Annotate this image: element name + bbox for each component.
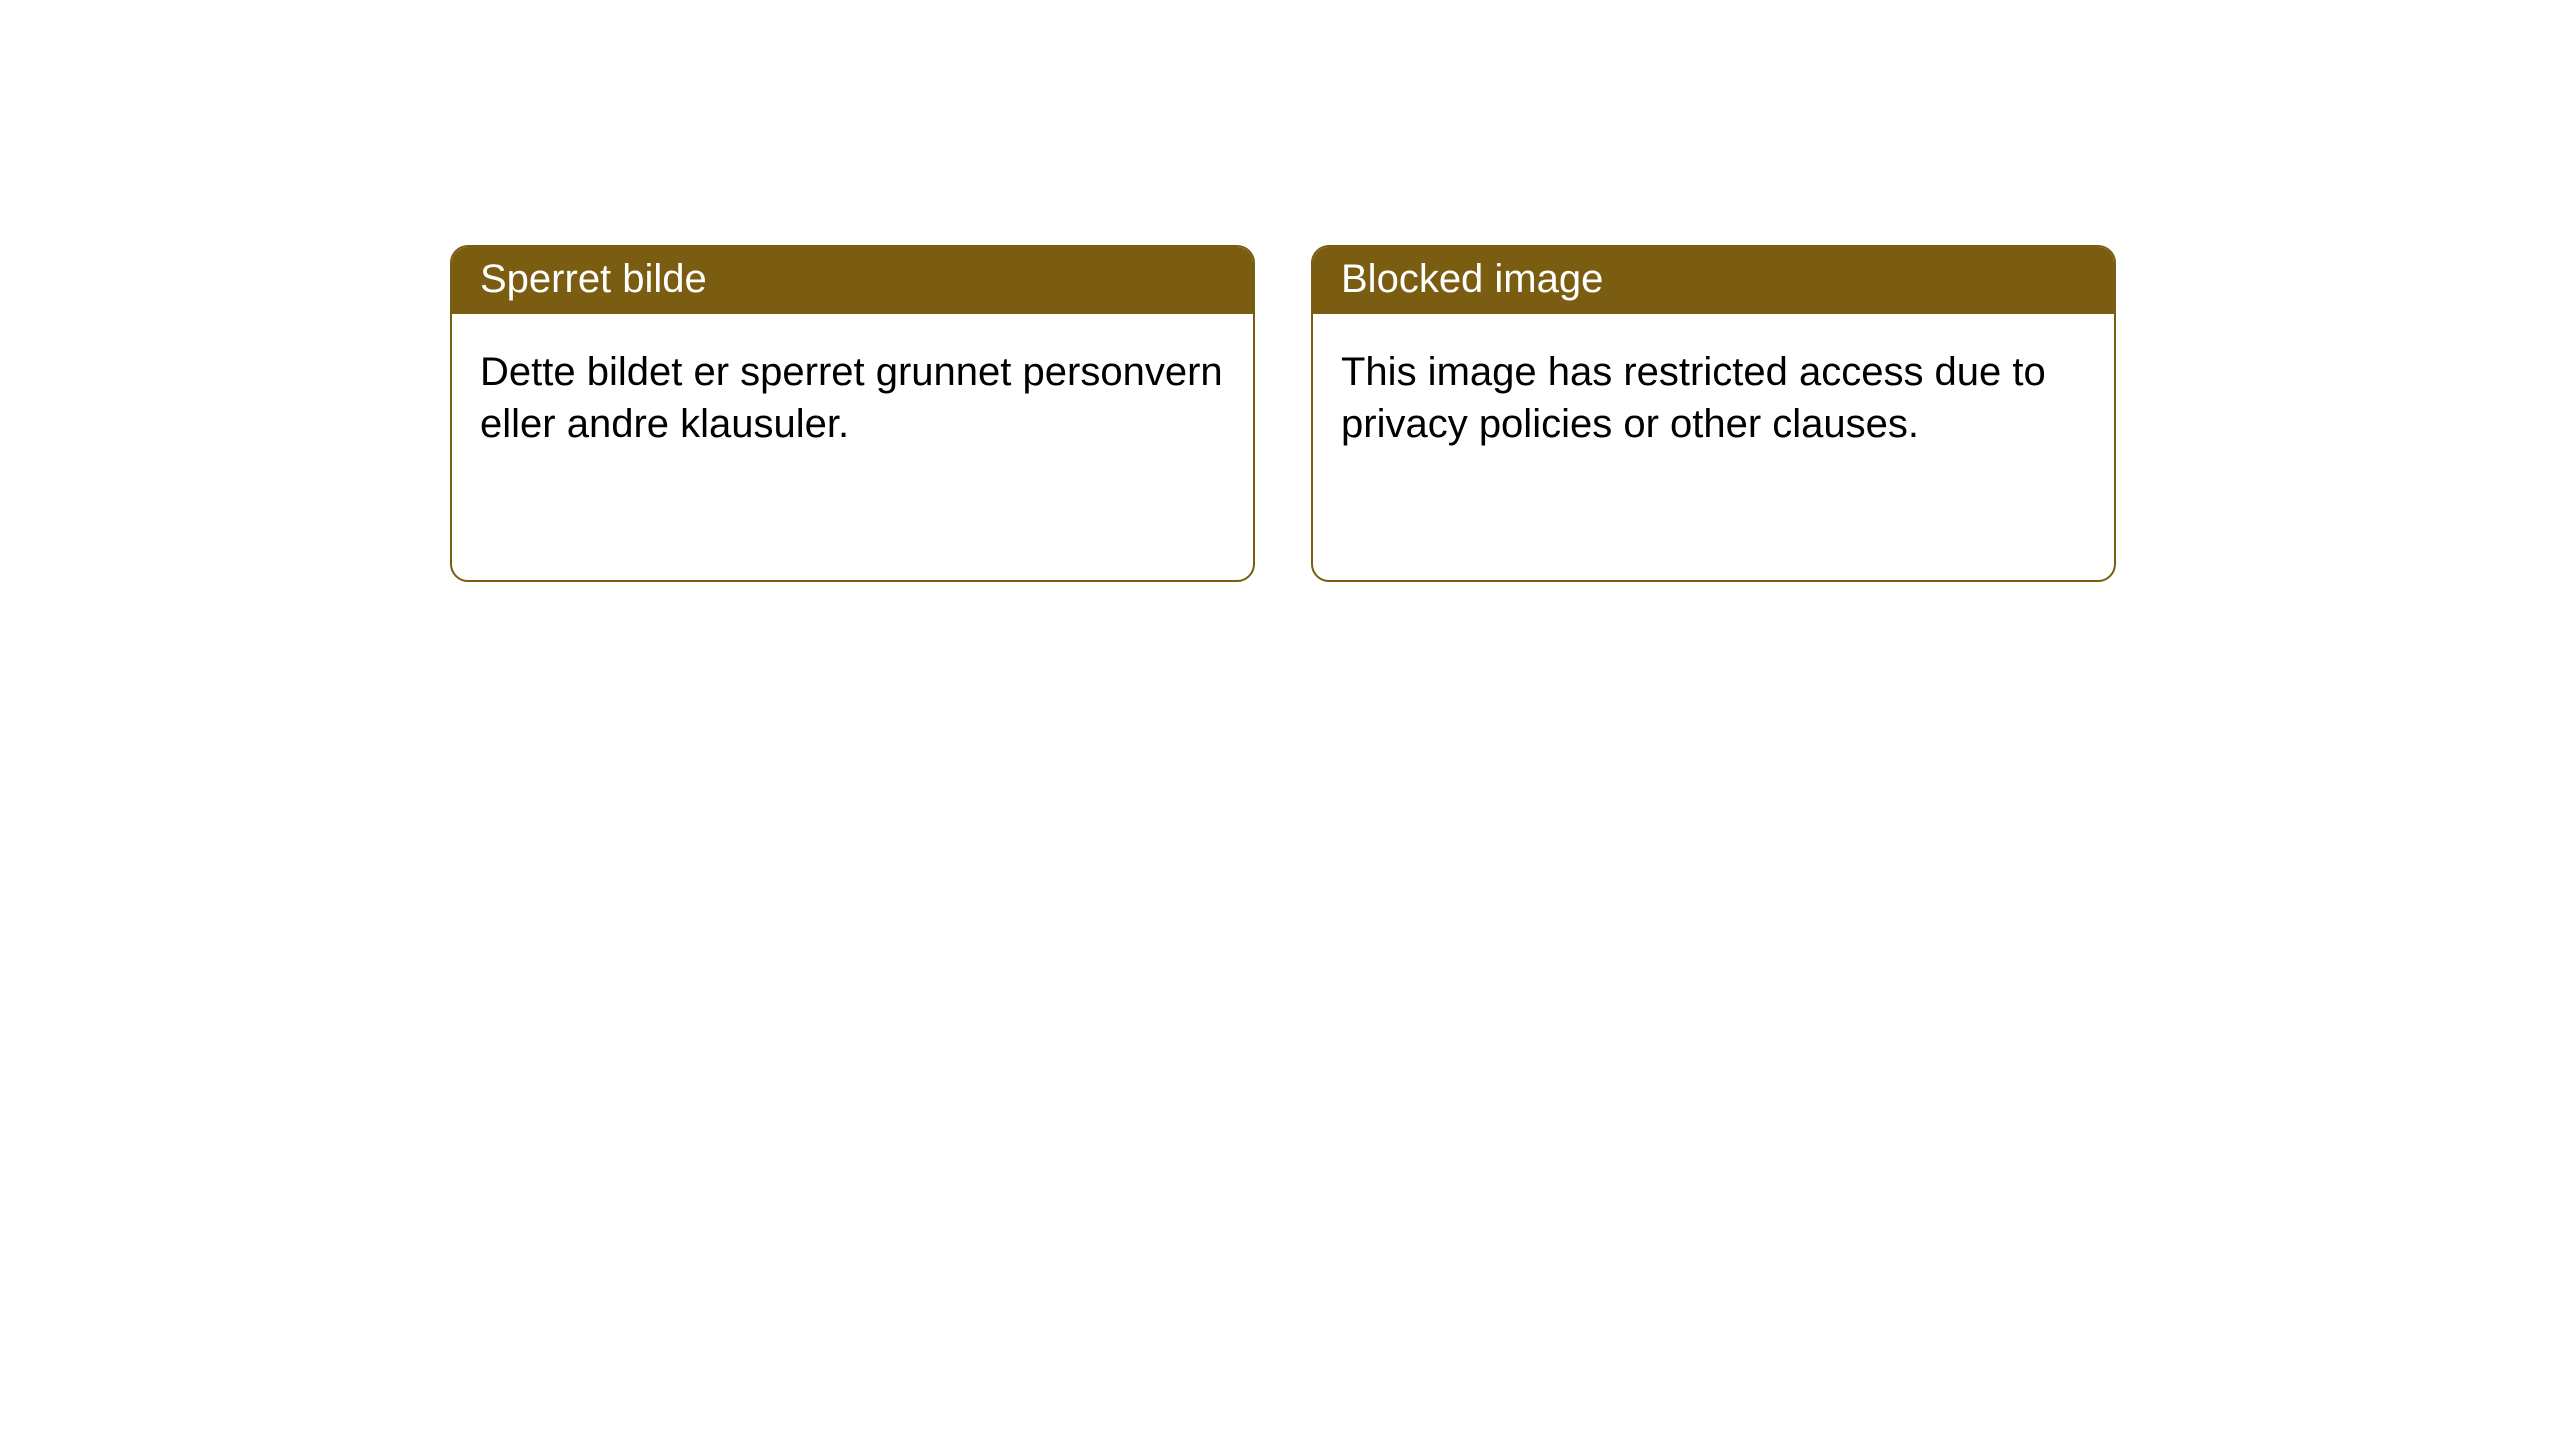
- notice-card-english: Blocked image This image has restricted …: [1311, 245, 2116, 582]
- notice-title: Blocked image: [1341, 257, 1603, 301]
- notice-body-text: Dette bildet er sperret grunnet personve…: [480, 350, 1223, 446]
- notice-header: Blocked image: [1313, 247, 2114, 314]
- notice-body-text: This image has restricted access due to …: [1341, 350, 2046, 446]
- notice-card-norwegian: Sperret bilde Dette bildet er sperret gr…: [450, 245, 1255, 582]
- notice-body: Dette bildet er sperret grunnet personve…: [452, 314, 1253, 482]
- notice-card-container: Sperret bilde Dette bildet er sperret gr…: [450, 245, 2116, 582]
- notice-body: This image has restricted access due to …: [1313, 314, 2114, 482]
- notice-header: Sperret bilde: [452, 247, 1253, 314]
- notice-title: Sperret bilde: [480, 257, 707, 301]
